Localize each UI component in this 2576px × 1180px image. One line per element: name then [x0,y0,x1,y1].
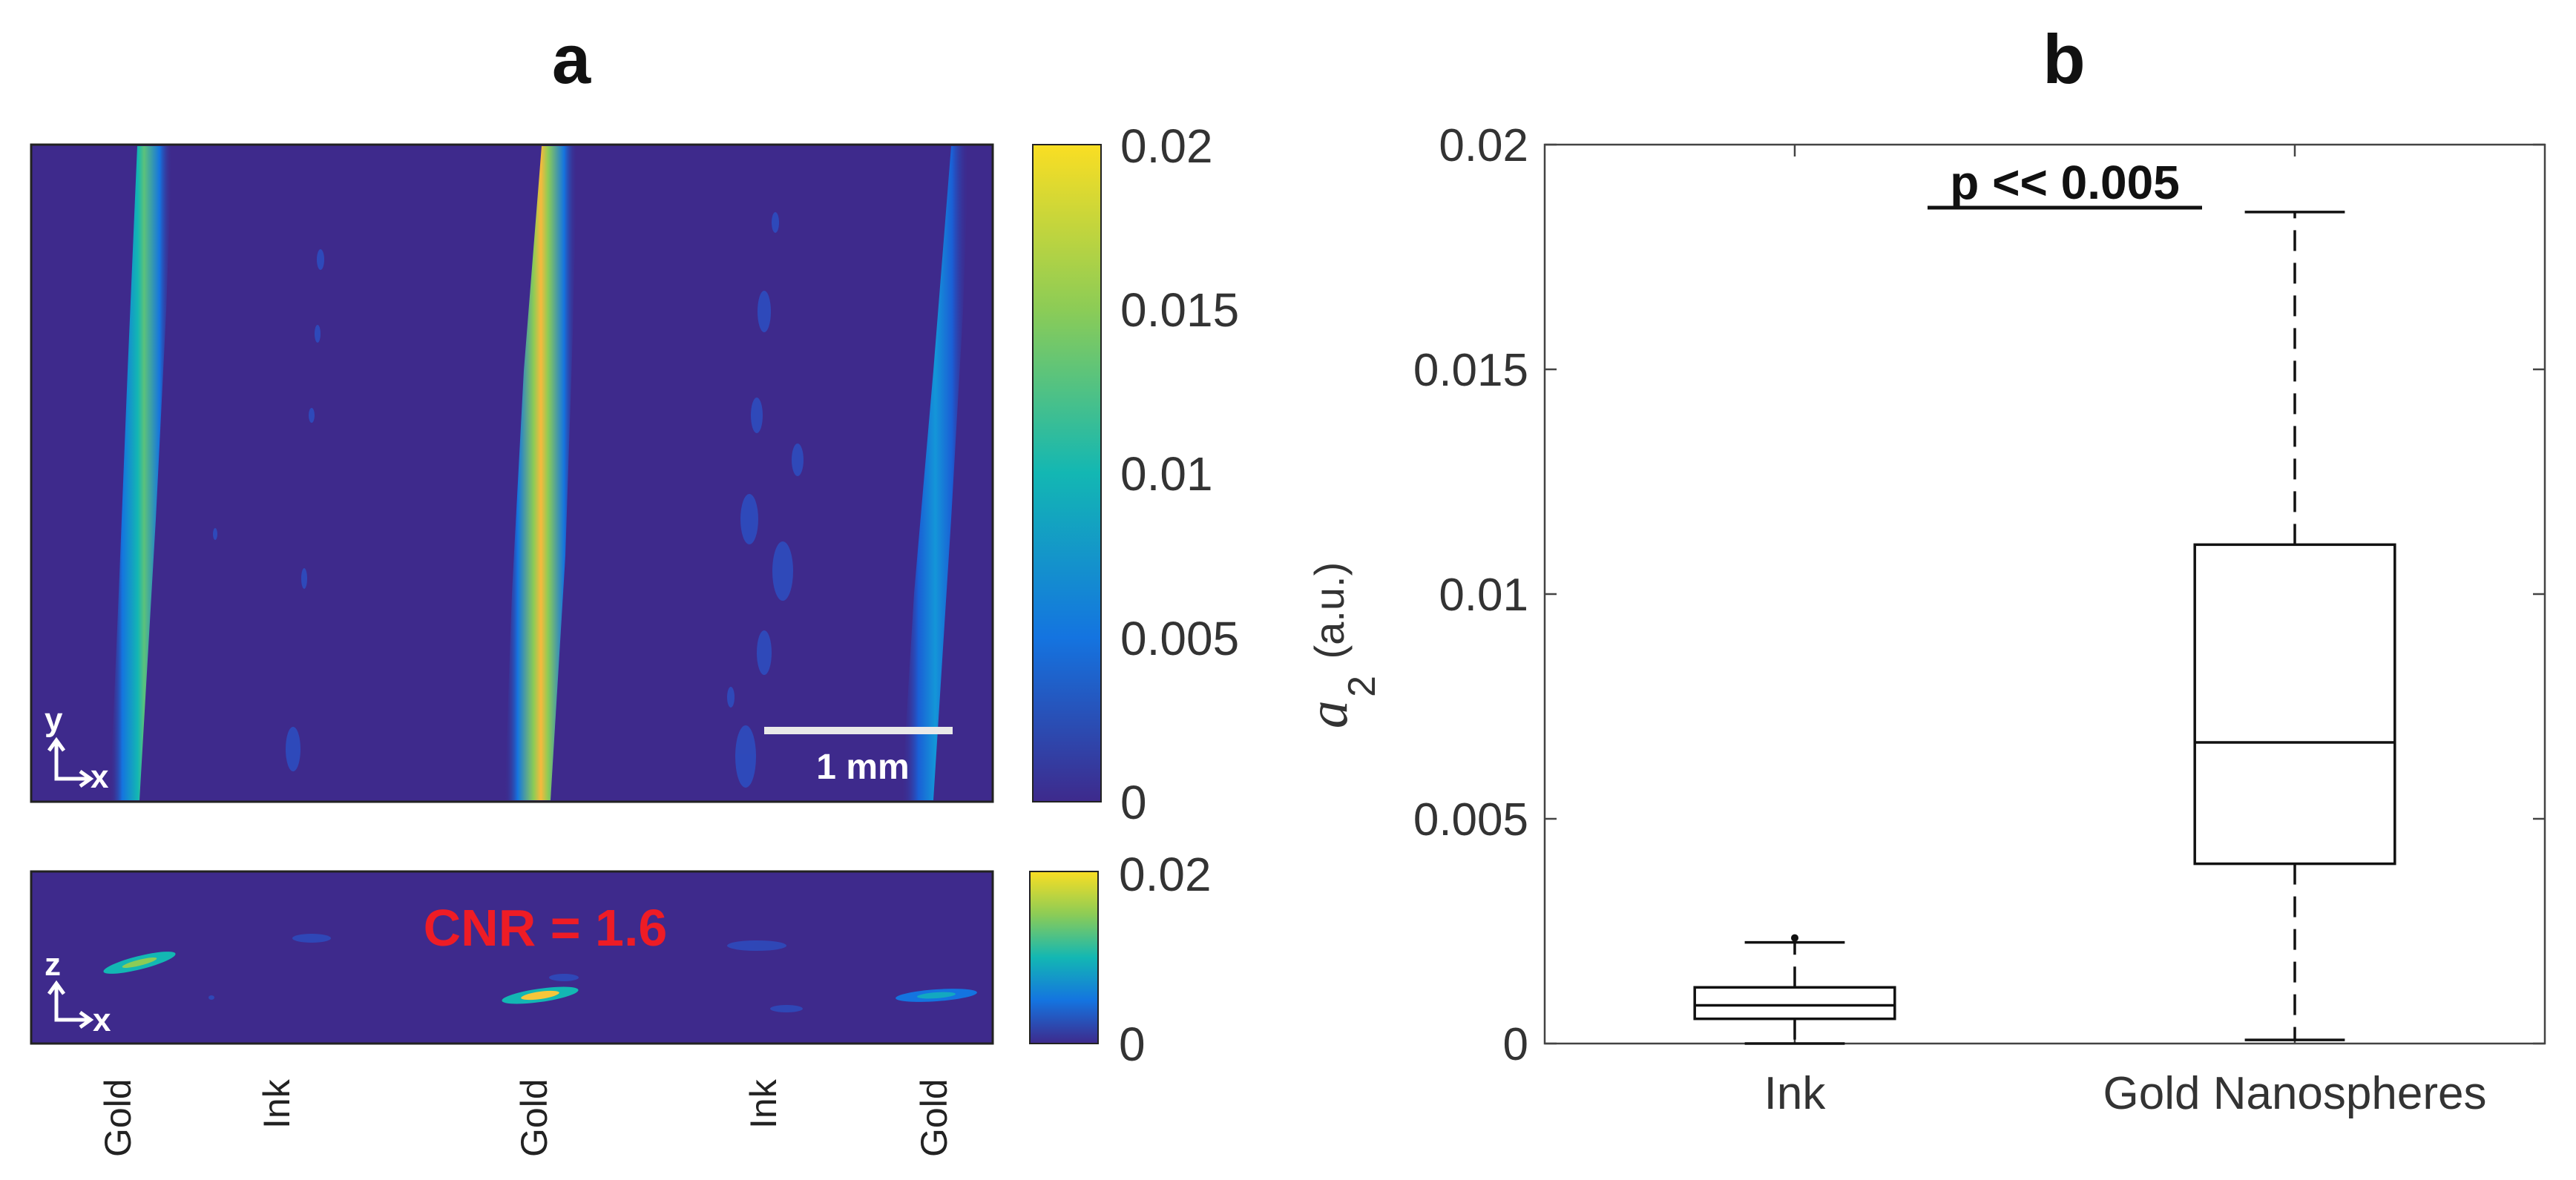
top-colorbar-tick-3: 0.005 [1120,612,1239,665]
sample-label-gold-1: Gold [97,1078,139,1157]
ink-speckles [213,212,804,788]
top-image: 1 mm y x [30,143,994,803]
scale-bar [764,727,953,734]
sample-label-ink-2: Ink [743,1078,784,1129]
bottom-colorbar: 0.02 0 [1029,848,1212,1071]
box-gold-nanospheres [2193,211,2396,1041]
y-tick-label: 0.01 [1439,570,1528,621]
y-axis-ticks: 0 0.005 0.01 0.015 0.02 [1413,120,2545,1070]
panel-a: a [30,20,1239,1157]
x-category-label: Ink [1764,1068,1827,1119]
bottom-colorbar-gradient [1029,871,1099,1044]
y-axis-symbol: a [1297,700,1359,728]
box-ink [1693,934,1896,1045]
top-colorbar-tick-2: 0.01 [1120,447,1213,501]
bottom-colorbar-tick-1: 0 [1119,1018,1146,1071]
axis-indicator-y-label: y [45,702,63,738]
y-axis-subscript: 2 [1341,676,1384,697]
sample-labels: Gold Ink Gold Ink Gold [97,1078,955,1157]
panel-b-letter: b [2043,20,2085,98]
significance-label: p << 0.005 [1950,156,2180,209]
top-colorbar-gradient [1032,144,1102,802]
x-axis-ticks: Ink Gold Nanospheres [1764,145,2487,1119]
cnr-annotation: CNR = 1.6 [424,899,668,957]
sample-label-gold-3: Gold [913,1078,955,1157]
axis-indicator-yx: y x [45,702,109,795]
sample-label-ink-1: Ink [256,1078,298,1129]
boxplots [1693,211,2396,1045]
axis-indicator-zx: z x [45,946,111,1038]
axis-indicator-x-label: x [91,759,109,795]
sample-label-gold-2: Gold [513,1078,555,1157]
gold-stripe-1 [110,146,172,800]
top-colorbar-tick-1: 0.015 [1120,283,1239,337]
top-colorbar: 0.02 0.015 0.01 0.005 0 [1032,119,1239,829]
bottom-colorbar-tick-0: 0.02 [1119,848,1212,901]
bottom-image-background [30,870,994,1045]
y-tick-label: 0 [1503,1019,1528,1070]
gold-stripe-3 [901,146,969,800]
y-tick-label: 0.005 [1413,794,1528,846]
box-iqr [2193,543,2396,866]
scale-bar-label: 1 mm [816,748,909,787]
y-axis-unit: (a.u.) [1306,562,1353,659]
axis-indicator-z-label: z [45,946,61,983]
y-tick-label: 0.02 [1439,120,1528,171]
y-axis-label: a 2 (a.u.) [1297,562,1384,729]
panel-b: b a 2 (a.u.) 0 0.005 0.01 0.015 0.02 Ink Gold… [1297,20,2546,1119]
box-iqr [1693,986,1896,1021]
gold-stripe-2 [505,146,577,800]
bottom-speckles [208,934,803,1012]
top-colorbar-tick-4: 0 [1120,776,1147,829]
panel-a-letter: a [552,20,591,98]
bottom-image: CNR = 1.6 z x [30,870,994,1045]
outlier-point [1791,934,1798,942]
top-colorbar-tick-0: 0.02 [1120,119,1213,173]
svg-text:a 2 (a.u.): a 2 (a.u.) [1297,562,1384,729]
y-tick-label: 0.015 [1413,345,1528,396]
axis-indicator-x2-label: x [93,1002,111,1038]
x-category-label: Gold Nanospheres [2103,1068,2487,1119]
